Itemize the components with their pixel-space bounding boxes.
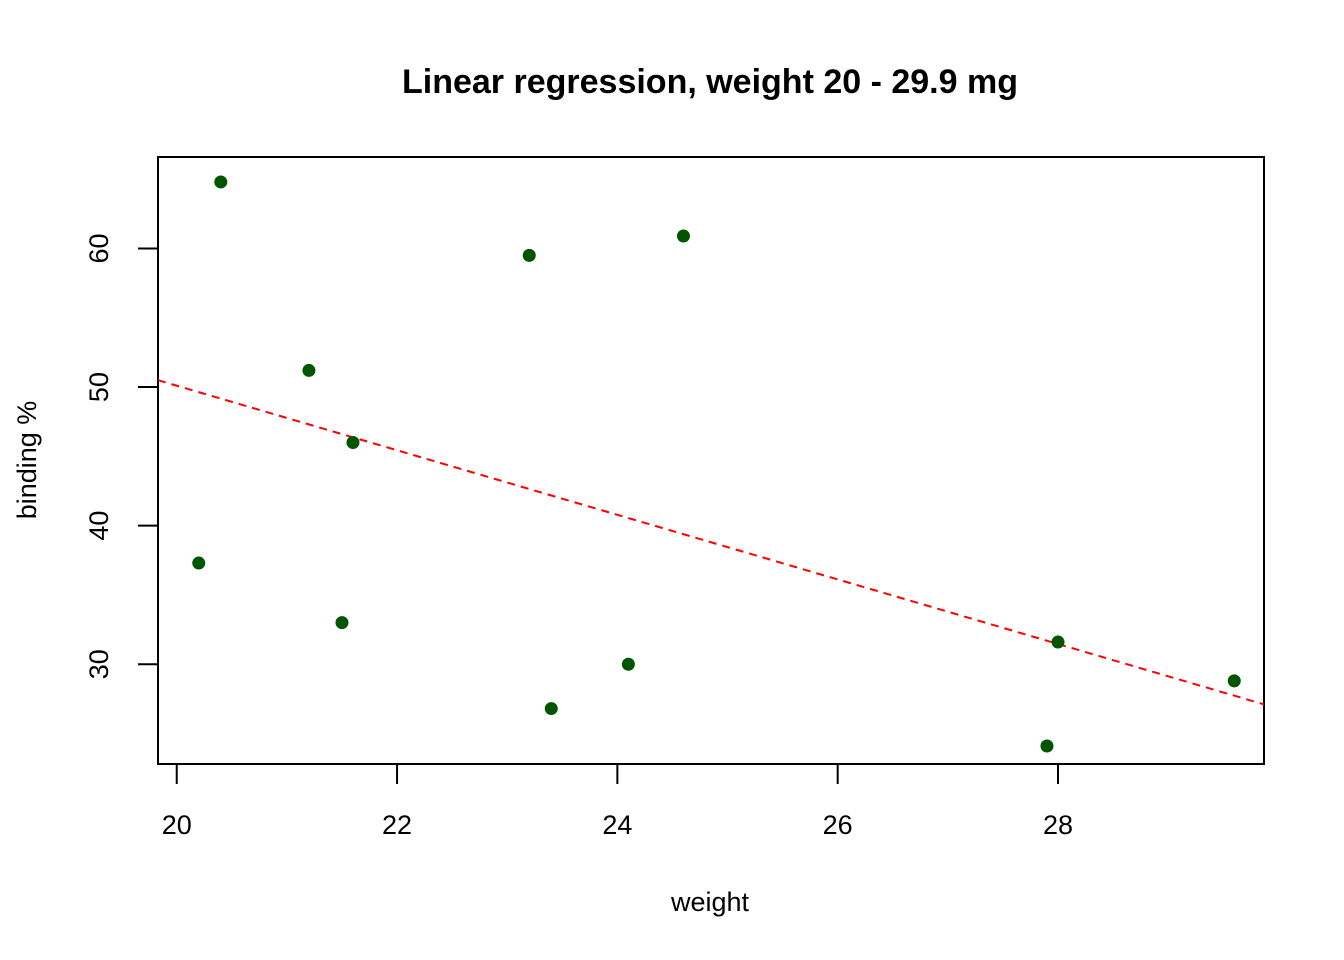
- x-tick-label: 20: [162, 810, 192, 840]
- y-tick-label: 50: [84, 372, 114, 402]
- y-axis: 30 40 50 60: [84, 233, 159, 679]
- data-point: [214, 175, 228, 189]
- y-tick-label: 40: [84, 511, 114, 541]
- x-tick-label: 24: [602, 810, 632, 840]
- data-point: [302, 363, 316, 377]
- plot-area-frame: [157, 156, 1265, 765]
- x-tick-label: 22: [382, 810, 412, 840]
- data-point: [335, 616, 349, 630]
- regression-line: [158, 379, 1264, 706]
- regression-line-layer: [158, 379, 1264, 706]
- y-tick-label: 30: [84, 649, 114, 679]
- y-tick-label: 60: [84, 233, 114, 263]
- data-point: [192, 556, 206, 570]
- x-tick-label: 26: [823, 810, 853, 840]
- data-point: [676, 229, 690, 243]
- data-point: [544, 702, 558, 716]
- x-axis: 20 22 24 26 28: [162, 763, 1073, 840]
- x-tick-label: 28: [1043, 810, 1073, 840]
- chart-title: Linear regression, weight 20 - 29.9 mg: [402, 63, 1018, 101]
- data-point: [1040, 739, 1054, 753]
- data-point: [621, 657, 635, 671]
- data-point: [1227, 674, 1241, 688]
- y-axis-label: binding %: [12, 401, 42, 520]
- x-axis-label: weight: [670, 887, 750, 917]
- data-point: [522, 248, 536, 262]
- data-points: [192, 175, 1241, 753]
- data-point: [1051, 635, 1065, 649]
- data-point: [346, 435, 360, 449]
